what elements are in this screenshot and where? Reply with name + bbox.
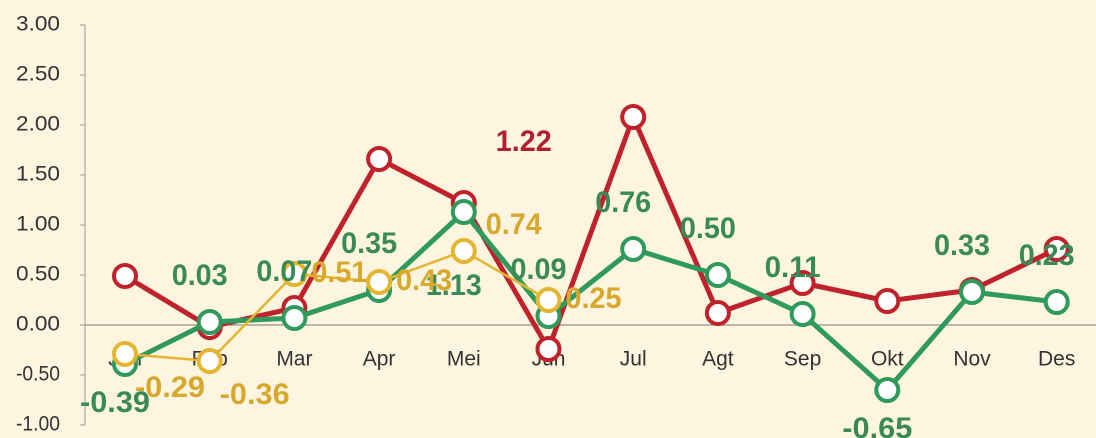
data-label: 0.74 — [486, 208, 542, 241]
x-tick-label: Mei — [447, 348, 481, 371]
x-tick-label: Okt — [871, 348, 904, 371]
point — [1043, 289, 1070, 315]
data-label: 0.76 — [595, 186, 651, 219]
data-label: 1.13 — [426, 269, 482, 302]
point — [874, 288, 901, 314]
point — [196, 348, 223, 374]
point — [450, 199, 477, 225]
x-tick-label: Des — [1038, 348, 1075, 371]
data-label: -0.29 — [135, 371, 205, 404]
point — [281, 261, 308, 287]
data-label: 0.43 — [396, 264, 452, 297]
y-tick-label: 2.00 — [16, 113, 60, 136]
point — [789, 301, 816, 327]
y-tick-label: 2.50 — [16, 63, 60, 86]
data-label: -0.65 — [842, 412, 912, 438]
point — [704, 262, 731, 288]
series-line — [123, 114, 1058, 352]
y-tick-label: 1.00 — [16, 213, 60, 236]
y-tick-label: 0.00 — [16, 313, 60, 336]
x-tick-label: Apr — [363, 348, 396, 371]
y-tick-label: -1.00 — [16, 413, 60, 436]
point — [366, 146, 393, 172]
point — [112, 263, 138, 289]
data-label: 0.09 — [511, 253, 567, 286]
point — [535, 287, 562, 313]
point — [959, 279, 985, 305]
data-label: 0.11 — [765, 251, 821, 284]
point — [535, 336, 562, 362]
data-label: 0.23 — [1019, 239, 1075, 272]
point — [704, 300, 731, 326]
point — [620, 104, 647, 130]
point — [281, 305, 308, 331]
x-tick-label: Nov — [953, 348, 991, 371]
point — [112, 341, 138, 367]
point — [450, 238, 477, 264]
data-label: 0.35 — [341, 227, 397, 260]
point — [1043, 236, 1070, 262]
y-tick-label: 3.00 — [16, 13, 60, 36]
point — [874, 377, 901, 403]
point — [366, 269, 393, 295]
data-label: -0.36 — [220, 378, 290, 411]
data-label: -0.39 — [80, 386, 150, 419]
data-label: 0.25 — [566, 282, 622, 315]
y-tick-label: 0.50 — [16, 263, 60, 286]
x-tick-label: Sep — [784, 348, 821, 371]
series-line — [123, 209, 1057, 393]
data-label: 0.51 — [311, 256, 367, 289]
data-label: 1.22 — [496, 125, 552, 158]
data-label: 0.50 — [680, 212, 736, 245]
point — [196, 309, 223, 335]
x-tick-label: Jul — [620, 348, 647, 371]
x-tick-label: Agt — [702, 348, 734, 371]
data-label: 0.07 — [256, 255, 312, 288]
series-line — [124, 249, 550, 363]
data-label: 0.33 — [934, 229, 990, 262]
data-label: 0.03 — [172, 259, 228, 292]
point — [620, 236, 647, 262]
y-tick-label: 1.50 — [16, 163, 60, 186]
y-tick-label: -0.50 — [16, 363, 60, 386]
x-tick-label: Mar — [276, 348, 312, 371]
point — [789, 270, 816, 296]
